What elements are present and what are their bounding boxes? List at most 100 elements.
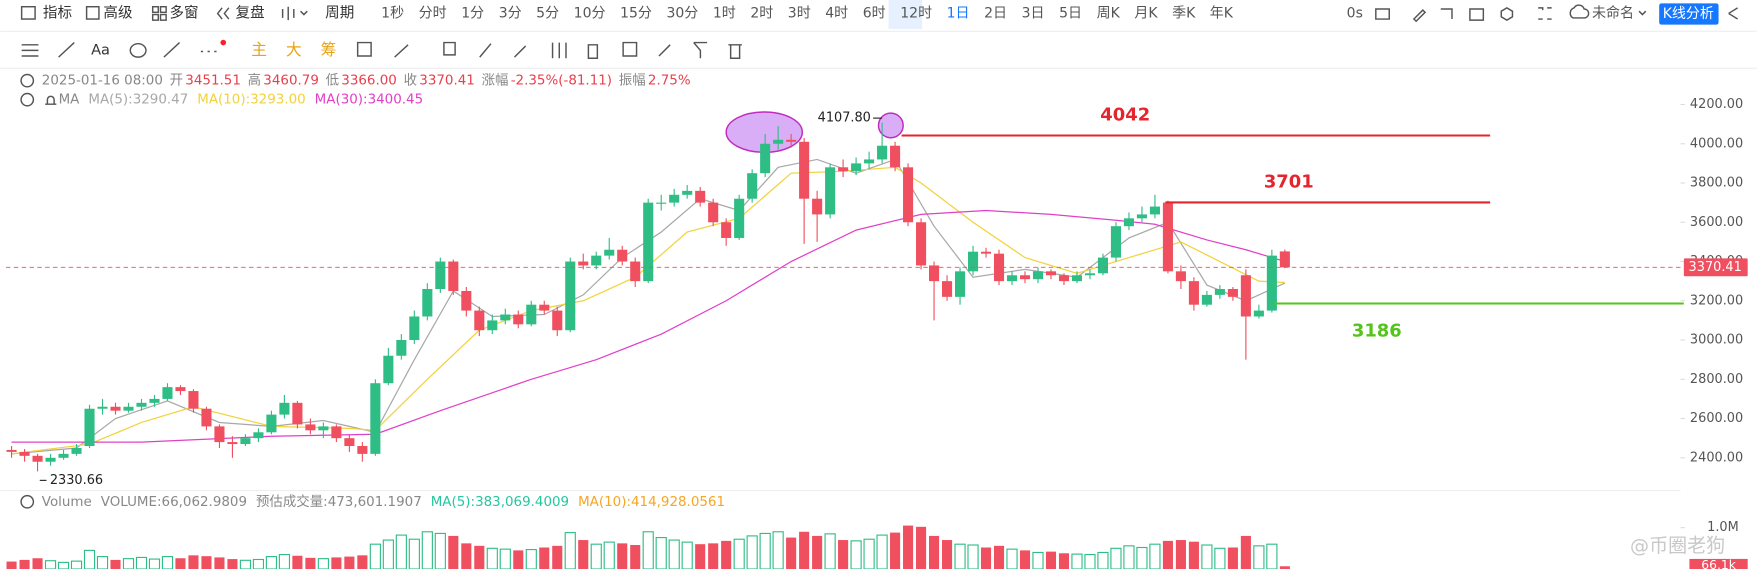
period-button[interactable]: 30分 — [666, 5, 698, 21]
collapse-icon[interactable] — [20, 494, 35, 509]
field-value: 3370.41 — [419, 74, 475, 89]
candle-body — [123, 406, 134, 411]
field-key: 涨幅 — [482, 73, 509, 89]
new-dot — [220, 39, 227, 46]
highlight-circle — [877, 112, 904, 139]
period-button[interactable]: 分时 — [419, 5, 447, 21]
period-button[interactable]: 月K — [1134, 5, 1158, 21]
candle-body — [214, 426, 225, 443]
toolbar-button[interactable]: 周期 — [325, 4, 354, 21]
overlay-button[interactable]: 筹 — [321, 40, 337, 59]
volume-bar — [1032, 551, 1044, 569]
period-button[interactable]: 3分 — [499, 5, 522, 21]
toolbar-button[interactable]: 多窗 — [169, 3, 198, 21]
volume-bar — [578, 540, 589, 569]
volume-bar — [812, 535, 823, 569]
volume-bar — [1097, 551, 1109, 569]
volume-bar — [1240, 535, 1251, 569]
text-tool[interactable]: Aa — [91, 41, 110, 58]
analysis-button-bg[interactable] — [1659, 3, 1719, 25]
candle-body — [84, 408, 95, 447]
period-button[interactable]: 年K — [1210, 5, 1234, 21]
volume-bar — [201, 556, 212, 569]
volume-bar — [19, 559, 30, 569]
collapse-icon[interactable] — [20, 92, 35, 107]
candle-body — [942, 281, 953, 297]
volume-bar — [799, 531, 810, 569]
bell-icon — [45, 95, 57, 105]
volume-bar — [708, 543, 719, 569]
period-button[interactable]: 1秒 — [381, 5, 404, 21]
volume-bar — [539, 547, 550, 569]
volume-bar — [603, 541, 615, 569]
candle-body — [1188, 281, 1199, 305]
volume-bar — [876, 534, 888, 569]
analysis-button[interactable]: K线分析 — [1663, 6, 1714, 22]
period-button[interactable]: 3日 — [1022, 5, 1045, 21]
candle-body — [838, 167, 849, 172]
period-button[interactable]: 10分 — [574, 5, 606, 21]
level-label: 3186 — [1352, 321, 1402, 342]
layout-name[interactable]: 未命名 — [1592, 4, 1634, 21]
volume-bar — [824, 533, 836, 569]
period-button[interactable]: 周K — [1097, 5, 1121, 21]
toolbar-button[interactable]: 复盘 — [236, 3, 265, 21]
candle-body — [539, 304, 550, 311]
volume-bar — [759, 532, 771, 569]
toolbar-button[interactable]: 高级 — [103, 4, 133, 21]
overlay-button[interactable]: 主 — [251, 40, 267, 59]
volume-bar — [188, 555, 199, 569]
period-button[interactable]: 12时 — [900, 5, 932, 21]
period-button[interactable]: 6时 — [863, 5, 886, 21]
period-button[interactable]: 1分 — [461, 5, 484, 21]
period-button[interactable]: 2时 — [750, 5, 773, 21]
volume-bar — [954, 543, 966, 569]
period-button[interactable]: 1日 — [947, 5, 970, 21]
volume-bar — [6, 561, 17, 569]
field-value: 3460.79 — [263, 74, 319, 89]
last-price-tag — [1683, 258, 1748, 277]
candle-body — [6, 449, 17, 452]
period-button[interactable]: 2日 — [984, 5, 1007, 21]
period-button[interactable]: 5日 — [1059, 5, 1082, 21]
period-button[interactable]: 5分 — [536, 5, 559, 21]
collapse-icon[interactable] — [20, 73, 35, 88]
period-button[interactable]: 季K — [1172, 5, 1196, 21]
period-button[interactable]: 15分 — [620, 5, 652, 21]
candle-body — [916, 222, 927, 266]
candle-body — [513, 314, 524, 325]
candle-body — [825, 167, 836, 215]
volume-bar — [1071, 553, 1083, 569]
level-label: 3701 — [1264, 171, 1314, 192]
candle-body — [1175, 271, 1186, 282]
field-key: 收 — [404, 73, 417, 89]
volume-bar — [838, 540, 849, 569]
period-button[interactable]: 1时 — [713, 5, 736, 21]
price-label: 4107.80 — [818, 111, 871, 126]
overlay-button[interactable]: 大 — [286, 40, 302, 59]
candle-body — [97, 406, 108, 409]
period-button[interactable]: 4时 — [825, 5, 848, 21]
volume-bar — [630, 545, 641, 569]
volume-bar — [916, 526, 927, 569]
volume-bar — [1045, 551, 1057, 569]
candle-body — [1084, 273, 1096, 276]
volume-bar — [1279, 566, 1290, 569]
candle-body — [799, 141, 810, 199]
volume-bar — [395, 534, 407, 569]
candle-body — [1019, 275, 1031, 280]
candle-body — [162, 387, 173, 399]
candle-body — [45, 457, 56, 462]
ma-label: MA — [59, 93, 81, 108]
candle-body — [1240, 275, 1251, 317]
timer: 0s — [1347, 5, 1363, 21]
candle-body — [786, 139, 797, 142]
volume-bar — [617, 543, 628, 569]
volume-tick-label: 1.0M — [1707, 520, 1739, 535]
toolbar-icons — [20, 4, 1738, 23]
candle-body — [357, 446, 368, 454]
toolbar-button[interactable]: 指标 — [43, 4, 72, 21]
period-button[interactable]: 3时 — [788, 5, 811, 21]
